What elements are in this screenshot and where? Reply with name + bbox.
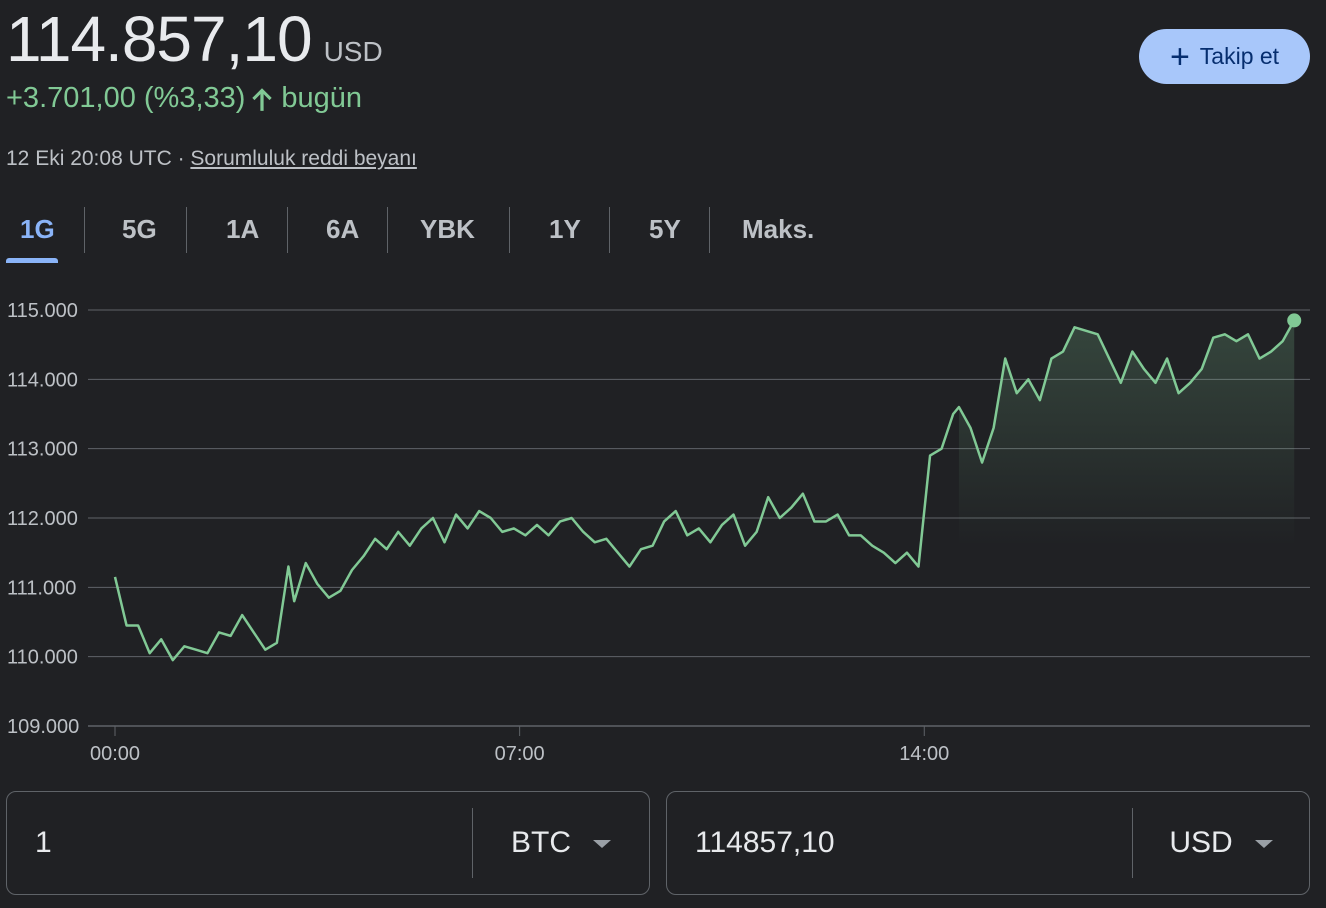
price-change: +3.701,00 (%3,33) bugün: [6, 82, 362, 115]
change-period: bugün: [281, 82, 363, 114]
price-currency: USD: [323, 36, 383, 67]
x-tick-label: 00:00: [90, 743, 140, 765]
from-currency-label: BTC: [511, 826, 571, 859]
y-tick-label: 113.000: [7, 439, 78, 461]
tab-divider: [387, 207, 388, 253]
caret-down-icon: [1254, 840, 1273, 848]
follow-button-label: Takip et: [1199, 43, 1280, 69]
tab-1a[interactable]: 1A: [226, 205, 259, 253]
y-tick-label: 109.000: [7, 716, 79, 738]
tab-label: 1Y: [549, 213, 581, 244]
follow-button[interactable]: + Takip et: [1139, 29, 1310, 84]
to-currency-label: USD: [1169, 826, 1233, 859]
timestamp: 12 Eki 20:08 UTC ·: [6, 147, 191, 170]
disclaimer-link[interactable]: Sorumluluk reddi beyanı: [190, 147, 417, 170]
tab-1g[interactable]: 1G: [20, 205, 55, 253]
timestamp-row: 12 Eki 20:08 UTC · Sorumluluk reddi beya…: [6, 147, 417, 171]
converter-to: 114857,10 USD: [666, 791, 1310, 895]
tab-label: 5G: [122, 213, 157, 244]
from-currency-select[interactable]: BTC: [473, 826, 649, 860]
plus-icon: +: [1169, 37, 1190, 76]
converter-divider: [472, 808, 473, 878]
current-price: 114.857,10: [6, 3, 313, 75]
tab-label: YBK: [420, 213, 475, 244]
tab-divider: [609, 207, 610, 253]
arrow-up-icon: [252, 87, 273, 111]
tab-max[interactable]: Maks.: [742, 205, 814, 253]
converter-divider: [1132, 808, 1133, 878]
y-tick-label: 115.000: [7, 300, 78, 322]
tab-divider: [509, 207, 510, 253]
y-tick-label: 112.000: [7, 508, 78, 530]
to-amount-input[interactable]: 114857,10: [695, 826, 835, 859]
active-tab-indicator: [6, 258, 58, 263]
tab-label: 5Y: [649, 213, 681, 244]
tab-label: 1A: [226, 213, 260, 244]
range-tabs: 1G 5G 1A 6A YBK 1Y 5Y Maks.: [6, 205, 826, 263]
tab-label: 1G: [20, 213, 55, 244]
caret-down-icon: [593, 840, 611, 848]
price-chart[interactable]: 115.000 114.000 113.000 112.000 111.000 110.0…: [0, 290, 1326, 775]
tab-5y[interactable]: 5Y: [649, 205, 681, 253]
tab-5g[interactable]: 5G: [122, 205, 157, 253]
y-tick-label: 111.000: [7, 577, 76, 599]
tab-ybk[interactable]: YBK: [420, 205, 475, 253]
tab-divider: [287, 207, 288, 253]
x-tick-label: 14:00: [899, 743, 949, 765]
y-tick-label: 110.000: [7, 647, 78, 669]
from-amount-input[interactable]: 1: [35, 826, 52, 859]
x-tick-label: 07:00: [495, 743, 545, 765]
tab-label: Maks.: [742, 213, 815, 244]
price-chart-svg: 115.000 114.000 113.000 112.000 111.000 110.0…: [7, 300, 1310, 765]
y-tick-label: 114.000: [7, 369, 78, 391]
price-line: [113, 319, 1296, 662]
converter-from: 1 BTC: [6, 791, 650, 895]
to-currency-select[interactable]: USD: [1133, 826, 1309, 860]
change-value: +3.701,00 (%3,33): [6, 82, 246, 114]
tab-6a[interactable]: 6A: [326, 205, 359, 253]
tab-divider: [186, 207, 187, 253]
tab-1y[interactable]: 1Y: [549, 205, 581, 253]
last-price-point: [1287, 313, 1302, 328]
price-header: 114.857,10 USD: [6, 4, 383, 74]
tab-label: 6A: [326, 213, 360, 244]
area-fill: [958, 320, 1295, 546]
tab-divider: [84, 207, 85, 253]
tab-divider: [709, 207, 710, 253]
